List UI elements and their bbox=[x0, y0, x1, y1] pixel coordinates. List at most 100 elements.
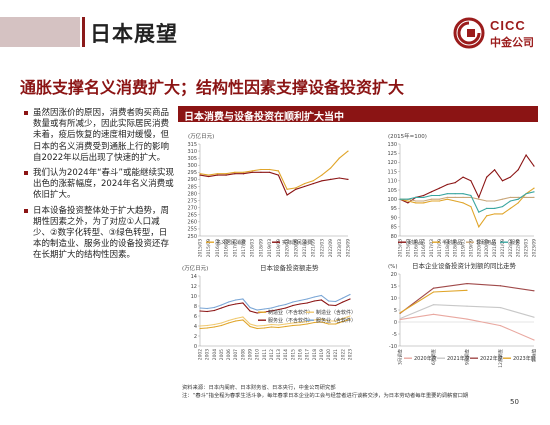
data-point bbox=[525, 193, 527, 195]
data-point bbox=[509, 207, 511, 209]
data-point bbox=[256, 327, 258, 330]
data-point bbox=[234, 171, 236, 173]
data-point bbox=[242, 171, 245, 173]
data-point bbox=[329, 178, 332, 180]
x-tick-label: 2002 bbox=[198, 349, 204, 360]
data-point bbox=[329, 167, 332, 169]
data-point bbox=[242, 319, 244, 321]
logo-brand-zh: 中金公司 bbox=[490, 36, 534, 49]
data-point bbox=[517, 169, 519, 171]
data-point bbox=[493, 169, 496, 171]
data-point bbox=[478, 196, 480, 198]
y-tick-label: 12 bbox=[191, 284, 197, 290]
x-tick-label: 2022/09 bbox=[328, 239, 334, 257]
data-point bbox=[415, 196, 417, 198]
data-point bbox=[306, 323, 308, 325]
data-point bbox=[493, 200, 496, 202]
y-tick-label: 315 bbox=[187, 142, 197, 148]
x-tick-label: 2006 bbox=[226, 349, 232, 360]
x-tick-label: 实际值 bbox=[531, 348, 538, 362]
x-tick-label: 2021/09 bbox=[311, 239, 317, 257]
y-tick-label: 305 bbox=[187, 156, 197, 162]
y-tick-label: 290 bbox=[187, 177, 197, 183]
data-point bbox=[335, 323, 337, 325]
data-point bbox=[313, 296, 315, 298]
title-separator bbox=[82, 17, 85, 47]
data-point bbox=[220, 304, 223, 306]
data-point bbox=[533, 316, 535, 318]
y-tick-label: 110 bbox=[387, 179, 397, 185]
x-tick-label: 3月调查 bbox=[397, 348, 404, 365]
data-point bbox=[399, 198, 401, 200]
y-tick-label: 280 bbox=[187, 191, 197, 197]
chart-title: 日本企业设备投资计划额的同比走势 bbox=[412, 261, 517, 270]
data-point bbox=[270, 307, 273, 309]
data-point bbox=[213, 326, 215, 328]
data-point bbox=[242, 173, 245, 175]
data-point bbox=[312, 180, 314, 182]
y-tick-label: 300 bbox=[187, 163, 197, 169]
x-tick-label: 2008 bbox=[240, 349, 246, 360]
title-band bbox=[0, 17, 80, 47]
x-tick-label: 2019/03 bbox=[267, 239, 273, 257]
data-point bbox=[327, 304, 330, 306]
legend-label: 2020年度 bbox=[414, 355, 437, 362]
data-point bbox=[430, 194, 433, 197]
unit-label: (2015年=100) bbox=[388, 132, 427, 140]
top-bar: 日本展望 CICC 中金公司 bbox=[0, 0, 550, 62]
data-point bbox=[208, 175, 210, 178]
y-tick-label: 90 bbox=[391, 215, 397, 221]
series-line bbox=[399, 289, 468, 314]
chart-panel: 日本消费与设备投资在顺利扩大当中 (万亿日元) 250 255 260 265 270 27… bbox=[178, 106, 538, 380]
data-point bbox=[306, 298, 308, 300]
data-point bbox=[242, 298, 244, 300]
y-tick-label: 250 bbox=[187, 234, 197, 240]
data-point bbox=[213, 309, 215, 312]
data-point bbox=[299, 321, 301, 324]
data-point bbox=[399, 318, 401, 320]
series-line bbox=[399, 153, 535, 204]
data-point bbox=[242, 316, 244, 318]
x-tick-label: 2021/03 bbox=[492, 239, 498, 257]
data-point bbox=[321, 174, 323, 176]
data-point bbox=[277, 305, 280, 307]
series-line bbox=[199, 318, 351, 330]
y-tick-label: -10 bbox=[389, 344, 397, 350]
data-point bbox=[277, 324, 280, 326]
y-tick-label: 125 bbox=[387, 151, 397, 157]
data-point bbox=[292, 322, 294, 324]
footer: 资料来源：日本内阁府、日本财务省、日本央行，中金公司研究部 注：“春斗”指全程为… bbox=[182, 384, 522, 400]
data-point bbox=[225, 174, 227, 176]
y-tick-label: 0 bbox=[194, 344, 197, 350]
series-line bbox=[199, 298, 351, 314]
y-tick-label: 270 bbox=[187, 205, 197, 211]
data-point bbox=[235, 320, 237, 322]
bullet-list: 虽然因涨价的原因，消费者购买商品数量或有所减少，因此实际居民消费未着，疫后恢复的… bbox=[24, 108, 174, 266]
data-point bbox=[249, 310, 251, 312]
data-point bbox=[486, 207, 488, 209]
data-point bbox=[407, 200, 409, 202]
data-point bbox=[199, 325, 201, 327]
charts-canvas: (万亿日元)2502552602652702752802852902953003… bbox=[182, 132, 538, 368]
data-point bbox=[277, 170, 279, 172]
data-point bbox=[285, 323, 287, 325]
data-point bbox=[277, 174, 279, 176]
data-point bbox=[493, 213, 496, 215]
chart-header-title: 日本消费与设备投资在顺利扩大当中 bbox=[184, 112, 344, 123]
data-point bbox=[478, 211, 480, 213]
page-number: 50 bbox=[510, 398, 519, 406]
y-tick-label: 4 bbox=[194, 324, 197, 330]
x-tick-label: 2007 bbox=[233, 349, 239, 360]
chart-title: 日本设备投资额走势 bbox=[260, 263, 319, 272]
x-tick-label: 2010 bbox=[255, 349, 261, 360]
data-point bbox=[517, 196, 519, 198]
data-point bbox=[263, 308, 265, 310]
data-point bbox=[277, 308, 280, 311]
data-point bbox=[430, 191, 433, 193]
data-point bbox=[206, 327, 208, 329]
y-tick-label: -5 bbox=[392, 332, 397, 338]
data-point bbox=[342, 317, 344, 320]
data-point bbox=[220, 324, 223, 327]
legend-label: 2023年度 bbox=[513, 355, 536, 362]
x-tick-label: 6月调查 bbox=[430, 348, 437, 365]
